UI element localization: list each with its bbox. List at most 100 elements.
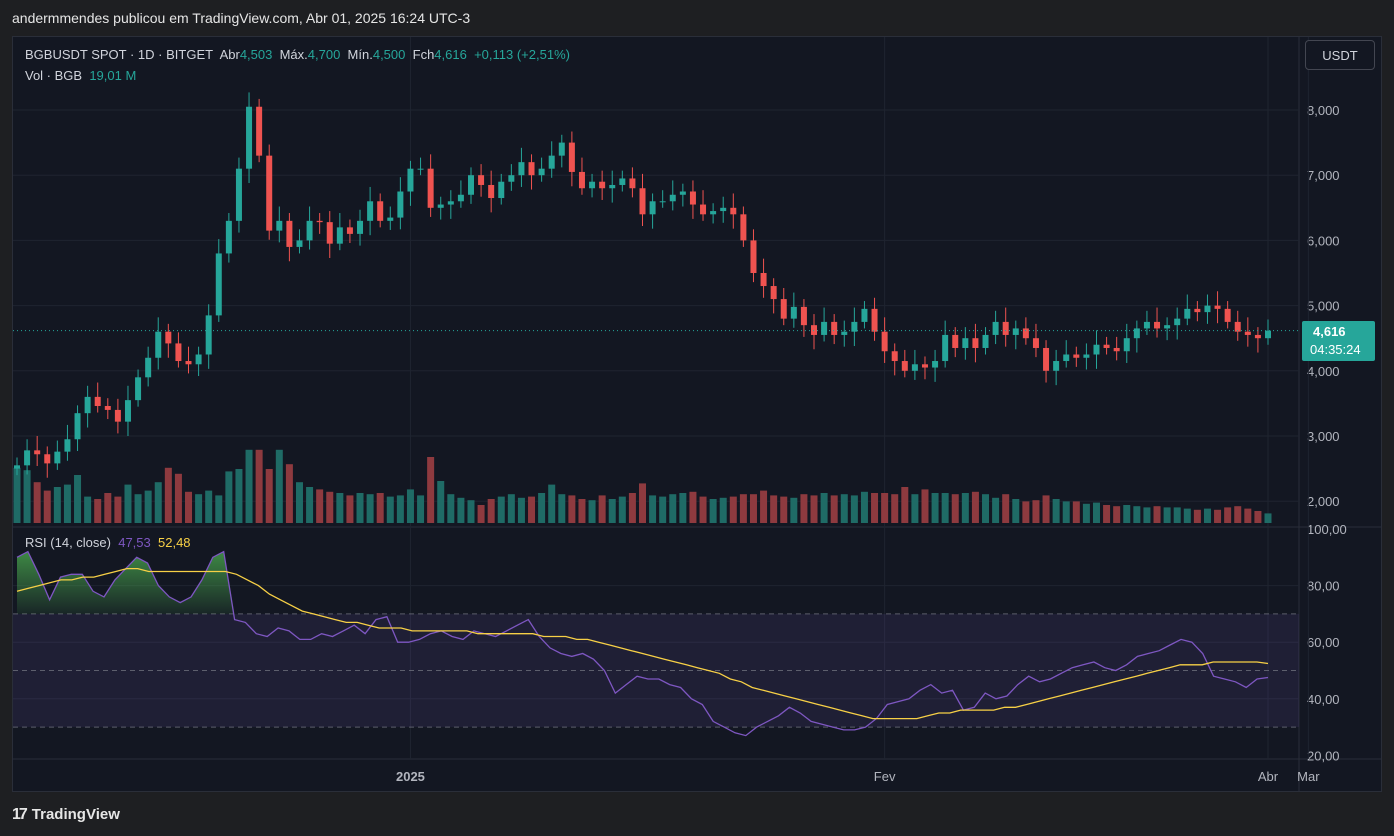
volume-bar <box>134 494 142 523</box>
volume-bar <box>911 494 919 523</box>
volume-bar <box>780 496 788 523</box>
candle-body <box>911 364 918 371</box>
volume-bar <box>982 494 990 523</box>
symbol-legend[interactable]: BGBUSDT SPOT · 1D · BITGET Abr4,503 Máx.… <box>25 47 570 62</box>
candle-body <box>185 361 192 365</box>
candle-body <box>1194 308 1201 313</box>
candle-body <box>478 175 485 185</box>
volume-bar <box>205 490 213 523</box>
rsi-legend[interactable]: RSI (14, close) 47,53 52,48 <box>25 535 191 550</box>
candle-body <box>1123 338 1130 352</box>
volume-bar <box>124 484 132 523</box>
price-tick-label: 7,000 <box>1307 168 1340 183</box>
candle-body <box>276 220 283 231</box>
candle-body <box>1154 321 1161 329</box>
volume-bar <box>507 494 515 523</box>
volume-bar <box>1113 506 1121 523</box>
volume-bar <box>871 493 879 523</box>
candle-body <box>568 142 575 172</box>
candle-body <box>165 331 172 344</box>
candle-body <box>639 188 646 215</box>
candle-body <box>508 175 515 182</box>
volume-bar <box>588 500 596 523</box>
volume-legend[interactable]: Vol · BGB 19,01 M <box>25 68 136 83</box>
candle-body <box>417 168 424 170</box>
volume-bar <box>487 499 495 523</box>
candle-body <box>457 194 464 202</box>
volume-bar <box>659 496 667 523</box>
candle-body <box>609 184 616 189</box>
candle-body <box>992 321 999 335</box>
volume-bar <box>1234 506 1242 523</box>
candle-body <box>1265 330 1271 339</box>
chart-canvas[interactable]: 8,000 7,000 6,000 5,000 4,000 3,000 2,000 100,0… <box>13 37 1382 792</box>
volume-bar <box>457 497 465 523</box>
candle-body <box>24 450 31 466</box>
volume-bar <box>174 473 182 523</box>
volume-bar <box>215 495 223 523</box>
volume-bar <box>154 482 162 523</box>
volume-bar <box>971 491 979 523</box>
volume-bar <box>1052 499 1060 523</box>
price-tick-label: 2,000 <box>1307 494 1340 509</box>
volume-bar <box>326 491 334 523</box>
candle-body <box>700 204 707 215</box>
time-tick-label: Mar <box>1297 769 1320 784</box>
candle-body <box>1224 308 1231 322</box>
candle-body <box>952 334 959 348</box>
candle-body <box>54 451 61 464</box>
candle-body <box>225 220 232 254</box>
volume-bar <box>225 471 233 523</box>
volume-bar <box>396 495 404 523</box>
candle-body <box>518 162 525 176</box>
rsi-ma-line <box>16 567 1269 720</box>
candle-body <box>942 334 949 362</box>
volume-bar <box>1173 507 1181 523</box>
candle-body <box>1184 308 1191 319</box>
volume-bar <box>406 489 414 523</box>
candle-body <box>538 168 545 176</box>
price-tick-label: 5,000 <box>1307 299 1340 314</box>
symbol-label[interactable]: BGBUSDT SPOT · 1D · BITGET <box>25 47 214 62</box>
volume-bar <box>528 496 536 523</box>
volume-bar <box>891 494 899 523</box>
tradingview-logo[interactable]: 17 TradingView <box>12 806 120 824</box>
candle-body <box>447 201 454 205</box>
chart-frame[interactable]: 8,000 7,000 6,000 5,000 4,000 3,000 2,000 100,0… <box>12 36 1382 792</box>
volume-bar <box>689 491 697 523</box>
low-value: 4,500 <box>372 47 406 62</box>
volume-bar <box>901 487 909 523</box>
candle-body <box>427 168 434 208</box>
candle-body <box>377 201 384 221</box>
volume-bar <box>1203 508 1211 523</box>
candle-body <box>316 220 323 223</box>
candle-body <box>437 204 444 208</box>
candle-body <box>901 361 908 371</box>
candle-body <box>689 191 696 205</box>
last-price: 4,616 <box>1313 324 1346 339</box>
candle-body <box>135 377 142 401</box>
candle-body <box>256 106 263 156</box>
candle-body <box>1053 361 1060 371</box>
currency-button[interactable]: USDT <box>1305 40 1375 70</box>
brand-name: TradingView <box>31 806 120 823</box>
volume-bar <box>598 495 606 523</box>
candle-body <box>720 207 727 212</box>
volume-bar <box>386 496 394 523</box>
time-tick-label: Fev <box>874 769 896 784</box>
candle-body <box>841 331 848 335</box>
rsi-tick-label: 20,00 <box>1307 748 1340 763</box>
volume-bar <box>1042 495 1050 523</box>
candle-body <box>34 450 41 455</box>
candle-body <box>1032 338 1039 348</box>
volume-bar <box>1183 508 1191 523</box>
rsi-tick-label: 100,00 <box>1307 522 1347 537</box>
candle-body <box>821 321 828 335</box>
candle-body <box>780 299 787 319</box>
candle-body <box>1093 344 1100 355</box>
volume-bar <box>417 495 425 523</box>
volume-value: 19,01 M <box>89 68 137 83</box>
top-bar: andermmendes publicou em TradingView.com… <box>0 0 1394 36</box>
volume-bar <box>578 499 586 523</box>
rsi-tick-label: 80,00 <box>1307 579 1340 594</box>
